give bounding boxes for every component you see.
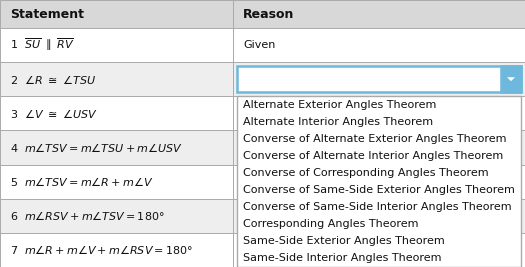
Bar — [0, 233, 233, 267]
Text: Given: Given — [243, 40, 276, 50]
Bar — [0, 96, 233, 130]
Polygon shape — [507, 77, 515, 81]
Text: Same-Side Interior Angles Theorem: Same-Side Interior Angles Theorem — [243, 253, 442, 264]
Bar — [0, 62, 233, 96]
Text: 3  $\angle V$ $\cong$ $\angle USV$: 3 $\angle V$ $\cong$ $\angle USV$ — [10, 107, 98, 120]
Text: Same-Side Exterior Angles Theorem: Same-Side Exterior Angles Theorem — [243, 236, 445, 246]
Text: 4  $m\angle TSV = m\angle TSU + m\angle USV$: 4 $m\angle TSV = m\angle TSU + m\angle U… — [10, 141, 183, 154]
Bar — [0, 233, 233, 267]
Bar — [0, 130, 233, 164]
Text: 2  $\angle R$ $\cong$ $\angle TSU$: 2 $\angle R$ $\cong$ $\angle TSU$ — [10, 73, 97, 86]
Text: Converse of Alternate Exterior Angles Theorem: Converse of Alternate Exterior Angles Th… — [243, 134, 507, 144]
Bar — [233, 233, 525, 267]
Text: 7  $m\angle R + m\angle V + m\angle RSV = 180°$: 7 $m\angle R + m\angle V + m\angle RSV =… — [10, 244, 193, 256]
Text: 6  $m\angle RSV + m\angle TSV = 180°$: 6 $m\angle RSV + m\angle TSV = 180°$ — [10, 209, 165, 222]
Bar — [233, 199, 525, 233]
Bar — [233, 28, 525, 62]
Bar — [0, 96, 233, 130]
Text: 5  $m\angle TSV = m\angle R + m\angle V$: 5 $m\angle TSV = m\angle R + m\angle V$ — [10, 175, 153, 188]
Bar — [233, 130, 525, 164]
Bar — [0, 130, 233, 164]
Text: Converse of Alternate Interior Angles Theorem: Converse of Alternate Interior Angles Th… — [243, 151, 503, 161]
Bar — [0, 0, 233, 28]
Bar — [0, 199, 233, 233]
Bar — [0, 28, 233, 62]
Text: Converse of Same-Side Exterior Angles Theorem: Converse of Same-Side Exterior Angles Th… — [243, 185, 515, 195]
Text: 1  $\overline{SU}$ $\parallel$ $\overline{RV}$: 1 $\overline{SU}$ $\parallel$ $\overline… — [10, 37, 75, 53]
Bar — [233, 96, 525, 130]
Bar — [233, 62, 525, 96]
Bar — [237, 96, 521, 267]
Text: Corresponding Angles Theorem: Corresponding Angles Theorem — [243, 219, 418, 229]
Text: Statement: Statement — [10, 7, 84, 21]
Text: Alternate Exterior Angles Theorem: Alternate Exterior Angles Theorem — [243, 100, 436, 110]
Bar — [237, 66, 521, 92]
Bar — [233, 28, 525, 62]
Bar — [0, 164, 233, 199]
Bar — [233, 0, 525, 28]
Bar — [0, 199, 233, 233]
Bar — [233, 62, 525, 96]
Text: Converse of Same-Side Interior Angles Theorem: Converse of Same-Side Interior Angles Th… — [243, 202, 512, 212]
Bar — [501, 66, 521, 92]
Text: Alternate Interior Angles Theorem: Alternate Interior Angles Theorem — [243, 117, 433, 127]
Text: Reason: Reason — [243, 7, 295, 21]
Bar — [233, 164, 525, 199]
Text: Converse of Corresponding Angles Theorem: Converse of Corresponding Angles Theorem — [243, 168, 489, 178]
Bar — [0, 164, 233, 199]
